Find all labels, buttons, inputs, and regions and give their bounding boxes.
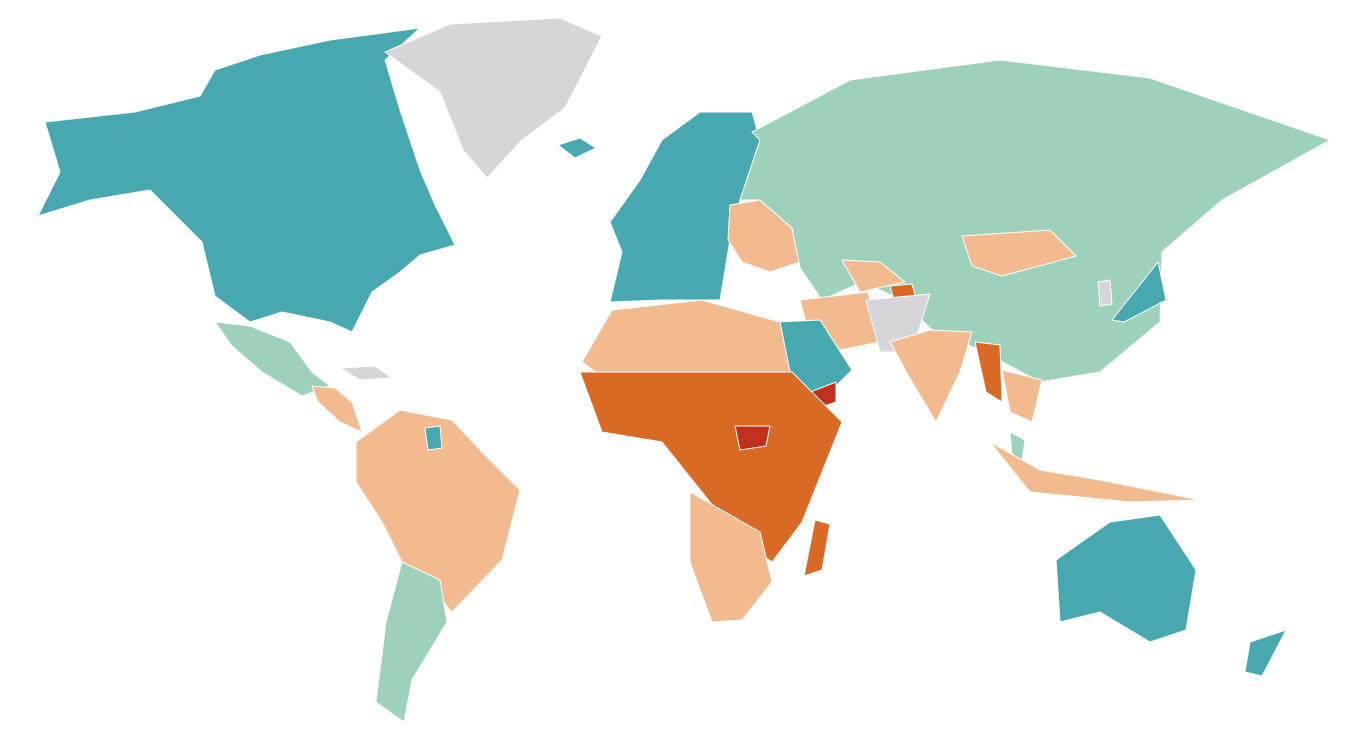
region-caribbean[interactable] bbox=[339, 365, 393, 381]
region-iceland[interactable] bbox=[557, 137, 597, 159]
region-indochina[interactable] bbox=[1001, 369, 1043, 423]
region-south-sudan[interactable] bbox=[734, 425, 771, 451]
region-mexico[interactable] bbox=[214, 321, 331, 397]
region-indonesia[interactable] bbox=[989, 441, 1201, 503]
region-central-america[interactable] bbox=[311, 385, 363, 433]
region-korea[interactable] bbox=[1097, 279, 1113, 307]
region-south-america-south[interactable] bbox=[375, 561, 448, 723]
region-south-america-north[interactable] bbox=[355, 409, 521, 613]
region-mongolia[interactable] bbox=[961, 229, 1077, 277]
region-greenland[interactable] bbox=[384, 17, 603, 179]
region-southern-africa[interactable] bbox=[689, 491, 773, 623]
region-japan[interactable] bbox=[1111, 261, 1167, 323]
region-central-asia[interactable] bbox=[841, 259, 906, 293]
region-australia[interactable] bbox=[1055, 514, 1197, 643]
region-myanmar[interactable] bbox=[974, 341, 1003, 403]
region-north-america[interactable] bbox=[37, 27, 456, 333]
region-india[interactable] bbox=[889, 329, 973, 423]
region-madagascar[interactable] bbox=[803, 519, 831, 577]
region-new-zealand[interactable] bbox=[1244, 629, 1287, 677]
region-guyana[interactable] bbox=[424, 425, 443, 451]
